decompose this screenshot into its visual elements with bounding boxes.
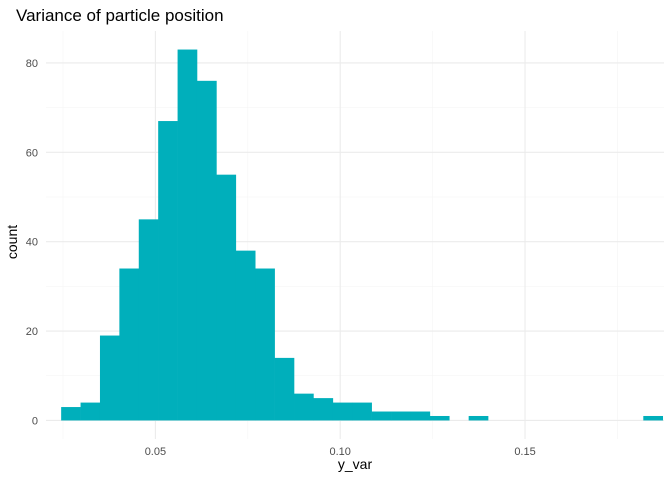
histogram-bar xyxy=(196,80,217,421)
histogram-bar xyxy=(391,411,411,421)
y-tick-label: 80 xyxy=(26,58,38,70)
x-tick-label: 0.05 xyxy=(145,446,166,458)
histogram-bar xyxy=(371,411,392,421)
histogram-bar xyxy=(177,49,198,421)
histogram-bar xyxy=(61,407,81,421)
y-tick-labels: 0 20 40 60 80 xyxy=(26,58,38,428)
histogram-bar xyxy=(216,174,237,421)
histogram-bar xyxy=(274,357,295,421)
histogram-bar xyxy=(158,121,178,421)
chart-title: Variance of particle position xyxy=(16,6,224,25)
x-axis-title: y_var xyxy=(338,456,373,472)
x-tick-labels: 0.05 0.10 0.15 xyxy=(145,446,536,458)
histogram-bar xyxy=(255,268,275,421)
histogram-bar xyxy=(235,250,256,421)
histogram-bar xyxy=(294,393,314,421)
histogram-bar xyxy=(429,415,450,421)
histogram-bar xyxy=(332,402,353,421)
x-tick-label: 0.10 xyxy=(330,446,351,458)
y-axis-title: count xyxy=(4,225,20,259)
histogram-bar xyxy=(313,398,334,421)
histogram-bar xyxy=(119,268,140,421)
y-tick-label: 20 xyxy=(26,326,38,338)
histogram-bar xyxy=(352,402,372,421)
histogram-bar xyxy=(468,415,489,421)
x-tick-label: 0.15 xyxy=(514,446,535,458)
histogram-bar xyxy=(99,335,120,421)
histogram-bars xyxy=(61,49,664,421)
histogram-bar xyxy=(80,402,101,421)
y-tick-label: 40 xyxy=(26,237,38,249)
y-tick-label: 60 xyxy=(26,147,38,159)
histogram-bar xyxy=(643,415,664,421)
histogram-bar xyxy=(410,411,431,421)
histogram-bar xyxy=(138,219,159,421)
y-tick-label: 0 xyxy=(32,415,38,427)
